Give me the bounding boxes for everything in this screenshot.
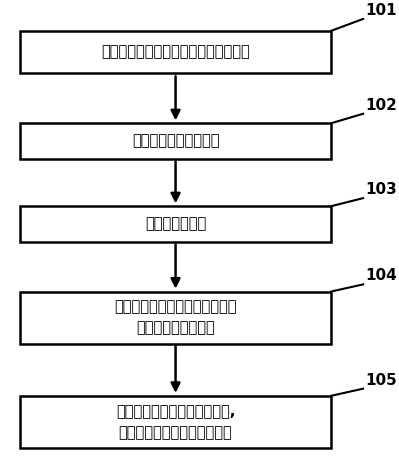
Bar <box>20 206 331 242</box>
Text: 104: 104 <box>365 268 397 283</box>
Text: 重构固有模态函数分量: 重构固有模态函数分量 <box>132 134 219 148</box>
Text: 102: 102 <box>365 98 397 113</box>
Text: 103: 103 <box>365 182 397 197</box>
Bar <box>20 292 331 344</box>
Text: 三维地震数据体完备总体经验模态分解: 三维地震数据体完备总体经验模态分解 <box>101 45 250 60</box>
Text: 保构造平滑滤波: 保构造平滑滤波 <box>145 217 206 231</box>
Text: 101: 101 <box>365 3 397 18</box>
Bar <box>20 396 331 448</box>
Text: 构建砂砾岩体沉积相敏感参数,
完成砂砾岩体沉积相地震预测: 构建砂砾岩体沉积相敏感参数, 完成砂砾岩体沉积相地震预测 <box>116 404 235 440</box>
Text: 沿层多属性提取和分析，建立砂
砾岩地震相识别标志: 沿层多属性提取和分析，建立砂 砾岩地震相识别标志 <box>114 300 237 336</box>
Bar <box>20 31 331 73</box>
Bar <box>20 123 331 159</box>
Text: 105: 105 <box>365 373 397 388</box>
